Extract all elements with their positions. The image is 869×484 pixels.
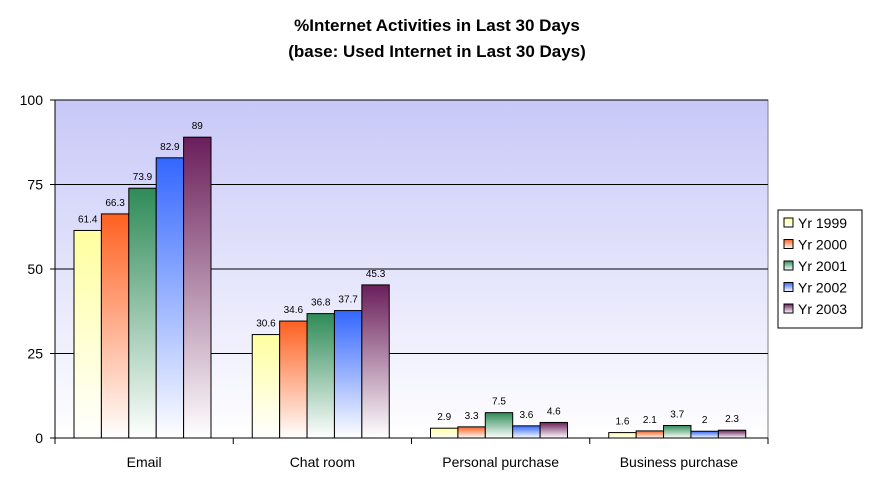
bar-yr-2000-business-purchase xyxy=(635,430,665,439)
legend-swatch xyxy=(783,260,794,271)
legend-label: Yr 2000 xyxy=(798,237,847,253)
category-label: Chat room xyxy=(290,454,355,470)
y-tick-label: 25 xyxy=(27,346,43,362)
bar-yr-2003-personal-purchase xyxy=(539,421,568,439)
legend-swatch xyxy=(783,282,794,292)
bar-yr-2003-chat-room xyxy=(361,284,390,439)
legend-label: Yr 2002 xyxy=(798,280,847,296)
bar-yr-2000-email xyxy=(100,213,130,439)
data-label: 4.6 xyxy=(547,406,561,417)
data-label: 45.3 xyxy=(366,269,386,280)
chart-title: %Internet Activities in Last 30 Days xyxy=(294,16,580,35)
legend-label: Yr 2003 xyxy=(798,301,847,317)
data-label: 73.9 xyxy=(133,172,153,183)
legend-swatch xyxy=(783,239,794,249)
data-label: 36.8 xyxy=(311,298,331,309)
bar-yr-1999-personal-purchase xyxy=(430,427,459,439)
data-label: 3.3 xyxy=(465,411,479,422)
data-label: 66.3 xyxy=(105,198,125,209)
bar-yr-2002-business-purchase xyxy=(690,430,719,439)
data-label: 3.6 xyxy=(519,410,533,421)
data-label: 2.9 xyxy=(437,412,451,423)
legend-swatch xyxy=(783,303,794,314)
legend-label: Yr 2001 xyxy=(798,258,847,274)
bar-yr-2001-chat-room xyxy=(306,313,335,439)
data-label: 82.9 xyxy=(160,142,180,153)
data-label: 34.6 xyxy=(284,305,304,316)
data-label: 37.7 xyxy=(338,295,358,306)
y-tick-label: 0 xyxy=(35,430,43,446)
bar-yr-2002-email xyxy=(155,157,185,439)
category-label: Email xyxy=(127,454,162,470)
y-tick-label: 50 xyxy=(27,261,43,277)
data-label: 3.7 xyxy=(670,409,684,420)
category-label: Business purchase xyxy=(620,454,739,470)
data-label: 2.3 xyxy=(725,414,739,425)
bar-yr-1999-chat-room xyxy=(251,334,281,439)
data-label: 30.6 xyxy=(256,319,276,330)
legend-swatch xyxy=(783,217,794,228)
bar-yr-2001-business-purchase xyxy=(663,424,692,439)
category-label: Personal purchase xyxy=(442,454,559,470)
bar-yr-2003-email xyxy=(183,136,212,439)
bar-yr-1999-email xyxy=(73,229,102,439)
y-tick-label: 100 xyxy=(20,92,44,108)
data-label: 1.6 xyxy=(615,417,629,428)
bar-yr-2003-business-purchase xyxy=(717,429,747,439)
data-label: 61.4 xyxy=(78,214,98,225)
bar-yr-2001-email xyxy=(128,187,157,439)
data-label: 89 xyxy=(192,121,204,132)
data-label: 2.1 xyxy=(643,415,657,426)
chart-subtitle: (base: Used Internet in Last 30 Days) xyxy=(288,42,586,61)
bar-yr-1999-business-purchase xyxy=(608,432,637,439)
legend-label: Yr 1999 xyxy=(798,215,847,231)
data-label: 2 xyxy=(702,415,708,426)
bar-yr-2002-chat-room xyxy=(333,310,363,439)
bar-yr-2000-chat-room xyxy=(279,320,308,439)
y-tick-label: 75 xyxy=(27,177,43,193)
data-label: 7.5 xyxy=(492,397,506,408)
bar-yr-2001-personal-purchase xyxy=(484,412,514,439)
bar-yr-2002-personal-purchase xyxy=(512,425,541,439)
bar-yr-2000-personal-purchase xyxy=(457,426,486,439)
